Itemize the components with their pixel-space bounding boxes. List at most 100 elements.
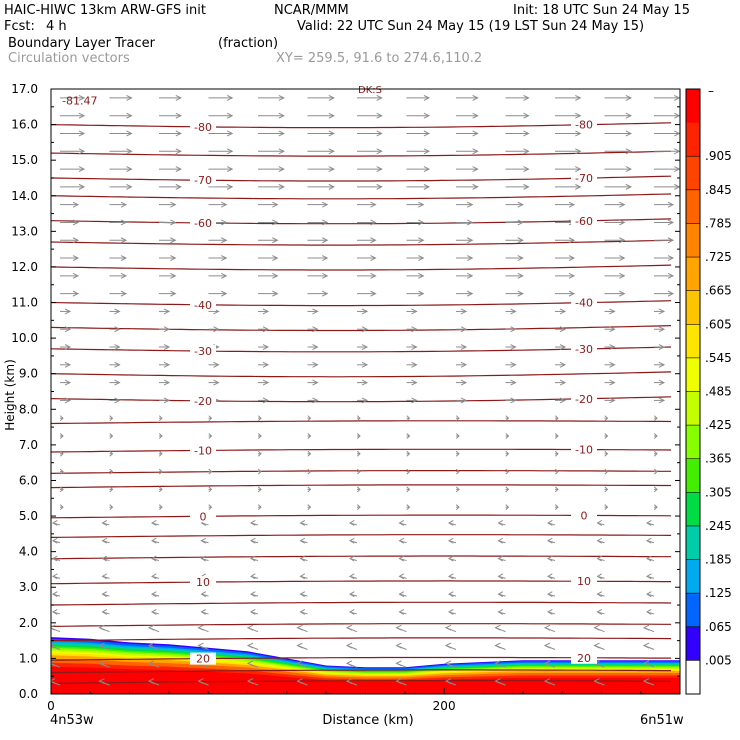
vector-arrow-head [78, 148, 86, 155]
vector-arrow-head [448, 573, 454, 580]
vector-arrow-head [466, 255, 474, 261]
contour-label-m10: -10 [575, 444, 593, 457]
vector-arrow-head [114, 344, 121, 350]
fcst-label: Fcst: [4, 19, 35, 34]
vector-arrow-head [109, 450, 114, 457]
temperature-contour [51, 264, 672, 271]
vector-arrow-head [619, 255, 626, 261]
vector-arrow-head [246, 642, 254, 649]
vector-arrow-head [126, 130, 133, 137]
vector-arrow-head [523, 130, 530, 137]
extreme-value-label: -81.47 [62, 95, 97, 108]
vector-arrow-head [609, 397, 616, 404]
vector-arrow-head [175, 148, 182, 155]
vector-arrow-head [72, 219, 80, 226]
vector-arrow-head [151, 520, 157, 526]
vector-arrow-head [147, 642, 155, 649]
vector-arrow-head [356, 486, 361, 493]
vector-arrow-head [418, 219, 425, 226]
vector-arrow-head [250, 537, 256, 544]
vector-arrow-head [596, 520, 603, 526]
vector-arrow-head [658, 344, 666, 350]
vector-arrow-head [356, 504, 361, 511]
vector-arrow-head [609, 344, 616, 350]
colorbar-label: .005 [705, 653, 732, 667]
vector-arrow-head [328, 112, 335, 119]
vector-arrow-head [356, 415, 361, 422]
vector-arrow-head [505, 468, 510, 475]
vector-arrow-head [221, 201, 228, 208]
vector-arrow-head [175, 94, 182, 101]
vector-arrow-head [278, 166, 285, 173]
vector-arrow-head [307, 486, 312, 493]
vector-arrow-head [505, 450, 510, 457]
y-tick-label: 17.0 [11, 82, 38, 96]
vector-arrow-head [200, 555, 207, 562]
vector-arrow-head [510, 379, 517, 386]
vector-arrow-head [395, 678, 402, 685]
vector-arrow-head [398, 608, 405, 615]
vector-arrow-head [120, 272, 128, 279]
vector-arrow-head [575, 130, 582, 137]
vector-arrow-head [120, 201, 128, 208]
vector-arrow-head [596, 555, 603, 562]
temperature-contour [51, 420, 672, 425]
vector-arrow-head [460, 379, 468, 386]
vector-arrow-head [361, 379, 369, 386]
vector-arrow-head [170, 290, 177, 297]
vector-arrow-head [361, 361, 369, 368]
vector-arrow-head [120, 219, 128, 226]
vector-arrow-head [554, 415, 559, 422]
circulation-vectors [51, 94, 680, 686]
vector-arrow-head [658, 326, 666, 333]
temperature-contour-10 [51, 580, 671, 585]
vector-arrow-head [170, 219, 177, 226]
model-title: HAIC-HIWC 13km ARW-GFS init [4, 3, 206, 18]
vector-arrow-head [568, 237, 576, 244]
vector-arrow-head [278, 94, 285, 101]
vector-arrow-head [559, 326, 567, 333]
vector-arrow-head [370, 290, 377, 297]
vector-arrow-head [411, 326, 418, 333]
vector-arrow-head [250, 608, 256, 615]
vector-arrow-head [370, 201, 377, 208]
vector-arrow-head [423, 183, 431, 190]
vector-arrow-head [466, 237, 474, 244]
vector-arrow-head [448, 591, 454, 598]
xy-readout: XY= 259.5, 91.6 to 274.6,110.2 [276, 51, 483, 66]
vector-arrow-head [163, 344, 171, 350]
vector-arrow-head [257, 468, 262, 475]
vector-arrow-head [328, 183, 335, 190]
vector-arrow-head [175, 166, 182, 173]
contour-label-m40: -40 [194, 299, 212, 312]
vector-arrow-head [64, 397, 72, 404]
vector-arrow-head [667, 255, 675, 261]
field-units: (fraction) [218, 36, 279, 51]
vector-arrow-head [418, 201, 425, 208]
vector-arrow-head [158, 468, 163, 475]
vector-arrow-head [126, 94, 133, 101]
vector-arrow-head [370, 255, 377, 261]
x-tick-label: 200 [433, 699, 456, 713]
vector-arrow-head [472, 183, 479, 190]
vector-arrow-head [299, 591, 306, 598]
vector-arrow-head [226, 112, 234, 119]
vector-arrow-head [547, 591, 553, 598]
vector-arrow-head [322, 219, 329, 226]
vector-arrow-head [466, 272, 474, 279]
x-tick-label: 0 [47, 699, 55, 713]
contour-label-m20: -20 [575, 393, 593, 406]
colorbar-label: .485 [705, 385, 732, 399]
vector-arrow-head [568, 290, 576, 297]
colorbar-label: .125 [705, 586, 732, 600]
vector-arrow-head [78, 130, 86, 137]
vector-arrow-head [262, 326, 270, 333]
vector-arrow-head [523, 148, 530, 155]
contour-label-10: 10 [196, 576, 210, 589]
vector-arrow-head [64, 308, 72, 315]
vector-arrow-head [296, 642, 303, 649]
vector-arrow-head [406, 504, 411, 511]
vector-arrow-head [101, 520, 108, 526]
contour-label-m70: -70 [194, 174, 212, 187]
vector-arrow-head [575, 166, 582, 173]
